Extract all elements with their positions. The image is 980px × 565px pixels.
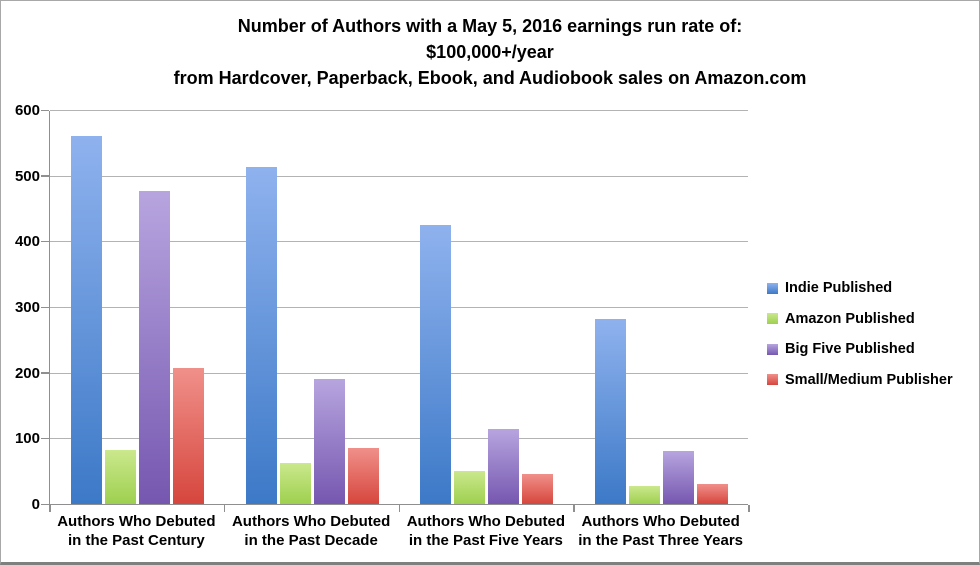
- gridline-300: [50, 307, 748, 308]
- y-tick-100: [41, 437, 49, 440]
- y-axis-label-600: 600: [14, 102, 40, 119]
- bar-big-five-published-cat4: [663, 451, 695, 504]
- bar-indie-published-cat3: [420, 224, 452, 504]
- x-axis-label-cat2-line1: Authors Who Debuted: [231, 513, 391, 530]
- x-axis-label-cat3-line2: in the Past Five Years: [408, 532, 563, 549]
- y-tick-600: [41, 109, 49, 111]
- legend-label: Small/Medium Publisher: [785, 371, 953, 388]
- y-axis-label-300: 300: [14, 299, 40, 316]
- bar-small-medium-publisher-cat1: [172, 368, 204, 504]
- legend-swatch-icon: [767, 343, 778, 355]
- legend-item-indie-published: Indie Published: [767, 273, 953, 304]
- bar-indie-published-cat2: [245, 167, 277, 504]
- x-boundary-tick-4: [748, 505, 750, 512]
- bar-amazon-published-cat3: [454, 471, 486, 504]
- x-axis-label-cat1-line2: in the Past Century: [68, 532, 205, 549]
- x-axis-label-cat2-line2: in the Past Decade: [244, 532, 378, 549]
- x-boundary-tick-1: [223, 505, 226, 512]
- x-axis-label-cat3: Authors Who Debuted in the Past Five Year…: [399, 512, 574, 550]
- x-axis-label-cat1: Authors Who Debuted in the Past Century: [49, 512, 224, 550]
- y-axis-label-100: 100: [14, 430, 40, 448]
- legend-label: Big Five Published: [785, 341, 915, 358]
- chart-title-line-3: from Hardcover, Paperback, Ebook, and Au…: [173, 68, 807, 88]
- bar-big-five-published-cat2: [313, 379, 345, 504]
- y-tick-300: [41, 306, 49, 308]
- y-tick-500: [41, 175, 49, 177]
- legend-swatch-icon: [767, 313, 778, 325]
- legend-label: Amazon Published: [785, 310, 915, 327]
- bar-amazon-published-cat2: [279, 462, 311, 504]
- legend-item-big-five-published: Big Five Published: [767, 334, 953, 365]
- gridline-500: [50, 175, 748, 177]
- legend-label: Indie Published: [785, 280, 893, 297]
- gridline-600: [50, 110, 748, 111]
- legend-swatch-icon: [767, 374, 778, 386]
- x-axis-label-cat2: Authors Who Debuted in the Past Decade: [224, 512, 399, 550]
- x-axis-label-cat4-line2: in the Past Three Years: [578, 532, 744, 549]
- chart-title: Number of Authors with a May 5, 2016 ear…: [1, 13, 979, 91]
- x-boundary-tick-3: [573, 505, 575, 512]
- x-boundary-tick-0: [49, 505, 51, 512]
- gridline-100: [50, 438, 748, 440]
- y-tick-0: [41, 503, 49, 505]
- gridline-200: [50, 372, 748, 374]
- bar-small-medium-publisher-cat4: [697, 484, 729, 504]
- legend-swatch-icon: [767, 282, 778, 294]
- x-axis-label-cat4: Authors Who Debuted in the Past Three Yea…: [573, 512, 748, 550]
- plot-area: [41, 109, 750, 512]
- y-tick-400: [41, 240, 49, 243]
- y-axis-label-500: 500: [14, 167, 40, 185]
- y-axis-label-200: 200: [14, 364, 40, 382]
- bar-big-five-published-cat3: [488, 429, 520, 504]
- bar-amazon-published-cat1: [104, 450, 136, 504]
- chart-title-line-2: $100,000+/year: [426, 42, 554, 62]
- x-axis-label-cat1-line1: Authors Who Debuted: [57, 513, 216, 530]
- legend: Indie Published Amazon Published Big Five …: [767, 273, 953, 395]
- x-axis-label-cat3-line1: Authors Who Debuted: [406, 513, 566, 530]
- y-axis-label-400: 400: [14, 233, 40, 251]
- legend-item-amazon-published: Amazon Published: [767, 304, 953, 335]
- chart-title-line-1: Number of Authors with a May 5, 2016 ear…: [237, 16, 743, 36]
- bar-indie-published-cat1: [70, 136, 102, 504]
- y-tick-200: [41, 372, 49, 374]
- bar-big-five-published-cat1: [138, 190, 170, 504]
- bar-amazon-published-cat4: [629, 486, 661, 504]
- gridline-400: [50, 241, 748, 243]
- x-axis-label-cat4-line1: Authors Who Debuted: [581, 513, 740, 530]
- x-boundary-tick-2: [398, 505, 400, 512]
- legend-item-small-medium-publisher: Small/Medium Publisher: [767, 365, 953, 396]
- bar-small-medium-publisher-cat3: [522, 474, 554, 504]
- bar-indie-published-cat4: [595, 319, 627, 504]
- bar-small-medium-publisher-cat2: [347, 448, 379, 504]
- y-axis-label-0: 0: [31, 496, 40, 513]
